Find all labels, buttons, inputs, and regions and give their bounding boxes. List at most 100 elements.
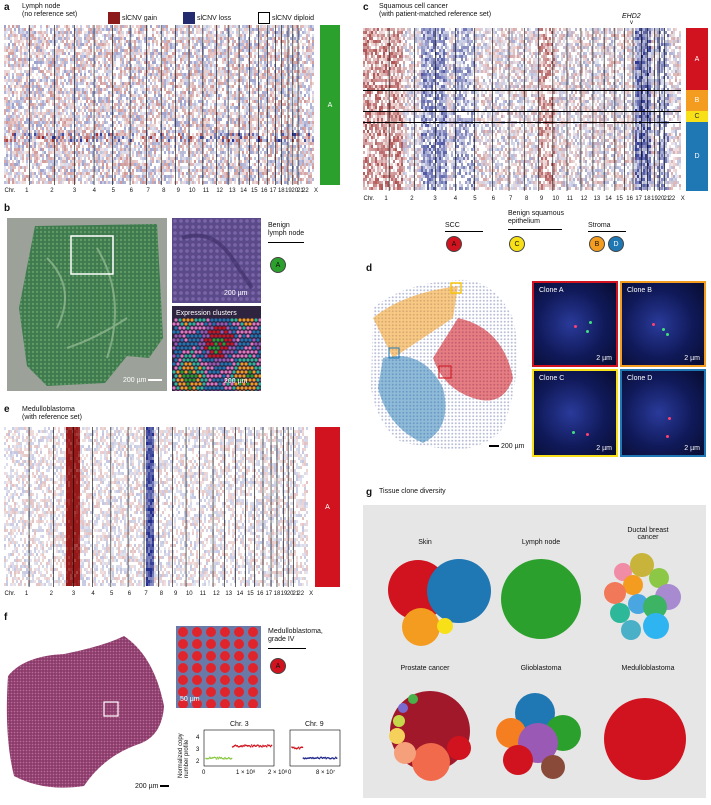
chr-axis-label-11: 11 xyxy=(566,196,574,202)
copy-number-ylabel: Normalized copy number profile xyxy=(178,733,190,778)
tissue-title-medulloblastoma: Medulloblastoma xyxy=(621,665,675,672)
legend-rule-stroma xyxy=(588,231,626,232)
scale-bar-f-main: 200 µm xyxy=(135,783,169,790)
chr-axis-label-4: 4 xyxy=(453,196,458,202)
legend-rule-b xyxy=(268,242,304,243)
clone-c-label: Clone C xyxy=(539,375,565,382)
chr-axis-label-8: 8 xyxy=(162,188,166,194)
chr-axis-label-6: 6 xyxy=(127,591,132,597)
bubble-breast-9 xyxy=(610,603,630,623)
legend-rule-scc xyxy=(445,231,483,232)
chromosome-axis-e: Chr. 1 2 3 4 5 6 7 8 9 10 11 12 13 14 15 16 17 18 19 20 21 22 X xyxy=(4,591,313,599)
lymph-node-zoom-image: 200 µm xyxy=(172,218,261,303)
chr-axis-label-18: 18 xyxy=(273,591,281,597)
chr-axis-label-13: 13 xyxy=(225,591,233,597)
chr-axis-label-8: 8 xyxy=(524,196,529,202)
chr-axis-label-20: 20 xyxy=(286,591,294,597)
squamous-tissue-clone-map: 200 µm xyxy=(363,278,528,456)
chr-axis-prefix: Chr. xyxy=(363,196,375,202)
cluster-divider-2 xyxy=(363,111,681,112)
chromosome-axis-a: Chr. 1 2 3 4 5 6 7 8 9 10 11 12 13 14 15 16 17 18 19 20 21 22 X xyxy=(4,188,318,196)
clone-b-fish-image: Clone B 2 µm xyxy=(620,281,706,367)
cluster-circle-b: A xyxy=(270,257,286,273)
bubble-lymph-green xyxy=(501,559,581,639)
chr-axis-label-16: 16 xyxy=(256,591,264,597)
bubble-skin-yellow xyxy=(437,618,453,634)
tissue-title-breast: Ductal breast cancer xyxy=(627,527,669,541)
panel-letter-f: f xyxy=(4,612,8,623)
chr-axis-label-18: 18 xyxy=(277,188,285,194)
cluster-divider-3 xyxy=(363,122,681,123)
scale-bar-b-zoom: 200 µm xyxy=(224,290,248,297)
chr-axis-prefix: Chr. xyxy=(4,591,16,597)
ytick-4: 4 xyxy=(196,735,200,741)
chr-axis-label-21: 21 xyxy=(663,196,671,202)
chr-axis-label-14: 14 xyxy=(236,591,244,597)
chr-axis-label-11: 11 xyxy=(202,188,210,194)
medulloblastoma-spot-zoom: 50 µm xyxy=(176,626,261,708)
bubble-prostate-2 xyxy=(447,736,471,760)
bubble-breast-8 xyxy=(643,595,667,619)
chr-axis-label-19: 19 xyxy=(285,188,292,194)
cluster-bar-c-b: B xyxy=(686,90,708,111)
bubble-breast-6 xyxy=(604,582,626,604)
chr-axis-label-9: 9 xyxy=(173,591,178,597)
xtick-chr3-2: 2 × 10⁸ xyxy=(268,769,288,776)
bubble-skin-orange xyxy=(402,608,440,646)
chr-axis-label-7: 7 xyxy=(509,196,513,202)
chr-axis-label-2: 2 xyxy=(50,188,54,194)
bubble-breast-2 xyxy=(630,553,654,577)
heatmap-squamous-cell-cancer xyxy=(363,28,681,191)
chr-axis-label-12: 12 xyxy=(212,591,220,597)
legend-stroma-label: Stroma xyxy=(588,222,611,229)
cluster-circle-stroma-b: B xyxy=(589,236,605,252)
chr-axis-label-7: 7 xyxy=(146,188,150,194)
bubble-prostate-8 xyxy=(408,694,418,704)
bubble-breast-10 xyxy=(643,613,669,639)
bubble-gbm-brown xyxy=(541,755,565,779)
expression-clusters-image: Expression clusters 200 µm xyxy=(172,306,261,391)
tissue-title-lymph-node: Lymph node xyxy=(521,539,561,546)
clone-c-scale: 2 µm xyxy=(596,445,612,452)
legend-gain: slCNV gain xyxy=(108,12,157,24)
chr-axis-label-15: 15 xyxy=(250,188,258,194)
chr-axis-label-1: 1 xyxy=(24,591,29,597)
plot-chr9-title: Chr. 9 xyxy=(305,721,324,728)
chr-axis-label-6: 6 xyxy=(491,196,496,202)
cluster-bar-c-c: C xyxy=(686,111,708,122)
gene-label-ehd2: EHD2 xyxy=(622,13,641,20)
chr-axis-label-X: X xyxy=(314,188,319,194)
bubble-breast-7 xyxy=(628,594,648,614)
tissue-title-glioblastoma: Glioblastoma xyxy=(520,665,562,672)
cluster-bar-a: A xyxy=(320,25,340,185)
cluster-circle-scc: A xyxy=(446,236,462,252)
cluster-circle-stroma-d: D xyxy=(608,236,624,252)
chr-axis-label-17: 17 xyxy=(269,188,277,194)
xtick-chr3-1: 1 × 10⁸ xyxy=(236,769,256,776)
chr-axis-label-12: 12 xyxy=(216,188,223,194)
bubble-breast-5 xyxy=(623,575,643,595)
chr-axis-label-3: 3 xyxy=(71,591,76,597)
chr-axis-label-15: 15 xyxy=(616,196,623,202)
plot-chr3-title: Chr. 3 xyxy=(230,721,249,728)
clone-d-fish-image: Clone D 2 µm xyxy=(620,369,706,457)
legend-gain-swatch xyxy=(108,12,120,24)
chr-axis-label-4: 4 xyxy=(91,591,95,597)
cluster-divider-1 xyxy=(363,90,681,91)
bubble-prostate-3 xyxy=(412,743,450,781)
gene-marker: v xyxy=(630,20,633,26)
chr-axis-label-17: 17 xyxy=(635,196,642,202)
medulloblastoma-label: Medulloblastoma, grade IV xyxy=(268,628,323,643)
ytick-3: 3 xyxy=(196,747,200,753)
chr-axis-label-2: 2 xyxy=(410,196,414,202)
chr-axis-label-4: 4 xyxy=(92,188,96,194)
chr-axis-label-13: 13 xyxy=(593,196,601,202)
legend-diploid-swatch xyxy=(258,12,270,24)
chr-axis-label-16: 16 xyxy=(260,188,268,194)
bubble-gbm-blue xyxy=(515,693,555,733)
chr-axis-label-1: 1 xyxy=(384,196,388,202)
bubble-prostate-4 xyxy=(394,742,416,764)
clone-diversity-panel: Skin Lymph node Ductal breast cancer Pro… xyxy=(363,505,706,798)
expression-clusters-title: Expression clusters xyxy=(176,310,237,317)
